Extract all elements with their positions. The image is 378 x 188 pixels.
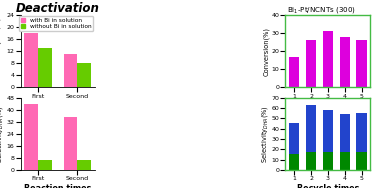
Bar — [306, 152, 316, 170]
X-axis label: Recycle times: Recycle times — [297, 184, 359, 188]
Bar — [340, 37, 350, 87]
Bar — [306, 40, 316, 87]
Bar — [323, 152, 333, 170]
Bar — [24, 104, 38, 170]
X-axis label: Reaction times: Reaction times — [24, 184, 91, 188]
Bar — [289, 57, 299, 87]
Text: Bi$_1$-Pt/NCNTs (300): Bi$_1$-Pt/NCNTs (300) — [287, 5, 356, 15]
Y-axis label: Selectivity$_{DHA}$(%): Selectivity$_{DHA}$(%) — [260, 105, 270, 163]
Y-axis label: Selectivity$_{DHA}$(%) : Selectivity$_{DHA}$(%) — [0, 105, 5, 163]
Bar — [340, 152, 350, 170]
Bar — [323, 31, 333, 87]
Bar — [24, 33, 38, 87]
Y-axis label: Conversion$_{Glycerol}$(%) : Conversion$_{Glycerol}$(%) — [0, 16, 5, 86]
Bar — [340, 114, 350, 152]
Bar — [77, 160, 91, 170]
Legend: with Bi in solution, without Bi in solution: with Bi in solution, without Bi in solut… — [19, 16, 93, 31]
Bar — [38, 160, 52, 170]
Bar — [356, 113, 367, 152]
Bar — [306, 105, 316, 152]
Bar — [77, 63, 91, 87]
Bar — [356, 40, 367, 87]
Bar — [64, 117, 77, 170]
Bar — [38, 48, 52, 87]
Title: Deactivation: Deactivation — [16, 2, 99, 15]
Y-axis label: Conversion(%): Conversion(%) — [263, 27, 270, 76]
Bar — [64, 54, 77, 87]
Bar — [289, 123, 299, 154]
Bar — [323, 110, 333, 152]
Bar — [356, 152, 367, 170]
Bar — [289, 154, 299, 170]
